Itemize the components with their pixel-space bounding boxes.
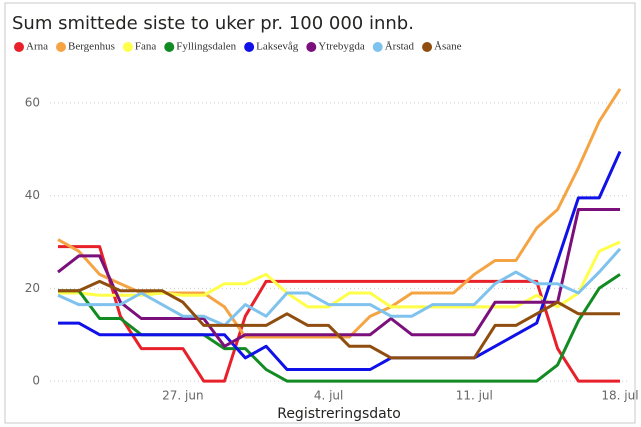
y-tick-label: 20: [25, 281, 40, 295]
y-tick-label: 60: [25, 95, 40, 109]
legend-marker: [306, 42, 317, 52]
legend-marker: [14, 42, 24, 52]
series-line: [58, 150, 622, 371]
legend-marker: [122, 42, 133, 52]
legend-marker: [56, 42, 66, 52]
x-tick-label: 11. jul: [456, 389, 493, 403]
legend-label: Årstad: [385, 41, 415, 53]
legend-label: Ytrebygda: [318, 41, 365, 53]
legend-label: Laksevåg: [256, 41, 299, 53]
x-tick-label: 4. jul: [314, 389, 344, 403]
legend-marker: [372, 42, 383, 52]
legend-marker: [422, 42, 433, 52]
x-tick-label: 27. jun: [162, 389, 203, 403]
series-line: [58, 245, 620, 383]
legend-marker: [164, 42, 175, 52]
frame: [4, 2, 636, 424]
y-tick-label: 40: [25, 188, 40, 202]
legend-label: Arna: [26, 41, 48, 53]
legend-label: Fana: [135, 41, 157, 53]
chart-title: Sum smittede siste to uker pr. 100 000 i…: [12, 13, 414, 34]
y-tick-label: 0: [32, 374, 40, 388]
legend-marker: [244, 42, 255, 52]
legend-label: Bergenhus: [68, 41, 115, 53]
x-tick-label: 18. jul: [601, 389, 638, 403]
series-line: [58, 279, 620, 360]
legend-label: Åsane: [434, 41, 462, 53]
legend-label: Fyllingsdalen: [176, 41, 236, 53]
x-axis-label: Registreringsdato: [277, 406, 401, 422]
series-line: [57, 247, 622, 327]
